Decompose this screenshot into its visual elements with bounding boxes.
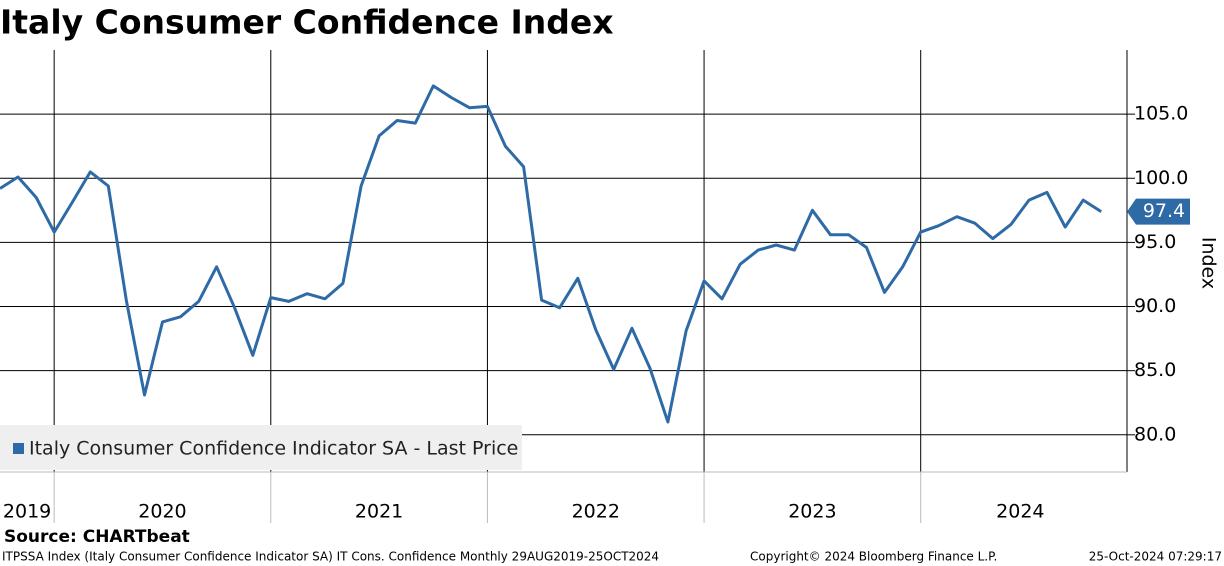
chart-title: Italy Consumer Confidence Index bbox=[0, 3, 614, 42]
legend: Italy Consumer Confidence Indicator SA -… bbox=[0, 425, 522, 470]
legend-swatch bbox=[13, 443, 24, 454]
legend-box bbox=[0, 425, 522, 470]
line bbox=[0, 84, 1103, 424]
y-tick-label: 90.0 bbox=[1134, 295, 1176, 317]
last-price-box bbox=[1127, 198, 1190, 225]
footer-center: Copyright© 2024 Bloomberg Finance L.P. bbox=[750, 550, 997, 564]
y-tick-label: 95.0 bbox=[1134, 231, 1176, 253]
y-tick-label: 85.0 bbox=[1134, 359, 1176, 381]
x-tick-label: 2021 bbox=[355, 501, 403, 523]
last-price-label: 97.4 bbox=[1143, 200, 1185, 222]
legend-label: Italy Consumer Confidence Indicator SA -… bbox=[29, 438, 518, 460]
y-tick-label: 100.0 bbox=[1134, 167, 1188, 189]
footer-left: ITPSSA Index (Italy Consumer Confidence … bbox=[2, 550, 659, 564]
source: Source: CHARTbeat bbox=[4, 527, 190, 547]
x-tick-label: 2020 bbox=[138, 501, 186, 523]
x-tick-label: 2023 bbox=[788, 501, 836, 523]
footer-right: 25-Oct-2024 07:29:17 bbox=[1089, 550, 1222, 564]
y-tick-label: 105.0 bbox=[1134, 103, 1188, 125]
last-price-tag: 97.4 bbox=[1127, 198, 1190, 225]
x-tick-label: 2019 bbox=[3, 501, 51, 523]
x-tick-label: 2022 bbox=[572, 501, 620, 523]
x-tick-label: 2024 bbox=[996, 501, 1044, 523]
y-axis-label: Index bbox=[1198, 237, 1220, 289]
y-tick-label: 80.0 bbox=[1134, 423, 1176, 445]
